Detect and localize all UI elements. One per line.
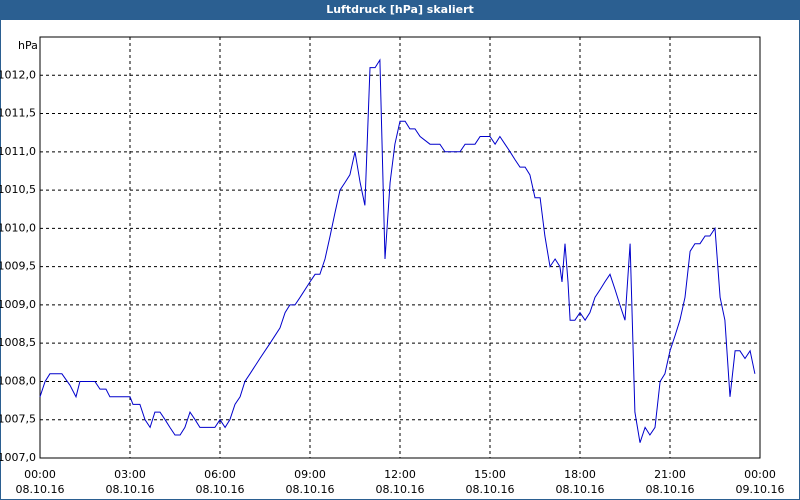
x-tick-label: 03:00 bbox=[114, 468, 146, 481]
x-tick-date: 08.10.16 bbox=[646, 483, 695, 496]
x-tick-date: 08.10.16 bbox=[16, 483, 65, 496]
y-tick-label: 1012,0 bbox=[0, 68, 36, 81]
y-tick-label: 1007,0 bbox=[0, 451, 36, 464]
y-tick-label: 1010,5 bbox=[0, 183, 36, 196]
x-tick-date: 08.10.16 bbox=[286, 483, 335, 496]
x-tick-label: 18:00 bbox=[564, 468, 596, 481]
y-tick-label: 1008,0 bbox=[0, 374, 36, 387]
x-tick-date: 09.10.16 bbox=[736, 483, 785, 496]
y-tick-label: 1007,5 bbox=[0, 413, 36, 426]
x-tick-label: 00:00 bbox=[24, 468, 56, 481]
x-tick-date: 08.10.16 bbox=[376, 483, 425, 496]
x-tick-label: 06:00 bbox=[204, 468, 236, 481]
x-tick-label: 21:00 bbox=[654, 468, 686, 481]
x-tick-label: 12:00 bbox=[384, 468, 416, 481]
data-line bbox=[39, 58, 756, 443]
plot-frame bbox=[39, 36, 761, 459]
title-bar bbox=[0, 0, 800, 20]
y-tick-label: 1011,5 bbox=[0, 107, 36, 120]
x-tick-date: 08.10.16 bbox=[196, 483, 245, 496]
x-tick-date: 08.10.16 bbox=[556, 483, 605, 496]
x-tick-date: 08.10.16 bbox=[106, 483, 155, 496]
x-tick-label: 15:00 bbox=[474, 468, 506, 481]
y-axis-unit: hPa bbox=[18, 39, 38, 52]
y-tick-label: 1009,5 bbox=[0, 260, 36, 273]
x-tick-label: 00:00 bbox=[744, 468, 776, 481]
x-tick-label: 09:00 bbox=[294, 468, 326, 481]
y-tick-label: 1011,0 bbox=[0, 145, 36, 158]
y-tick-label: 1009,0 bbox=[0, 298, 36, 311]
y-tick-label: 1010,0 bbox=[0, 221, 36, 234]
y-tick-label: 1008,5 bbox=[0, 336, 36, 349]
x-tick-date: 08.10.16 bbox=[466, 483, 515, 496]
chart-title: Luftdruck [hPa] skaliert bbox=[326, 3, 474, 16]
